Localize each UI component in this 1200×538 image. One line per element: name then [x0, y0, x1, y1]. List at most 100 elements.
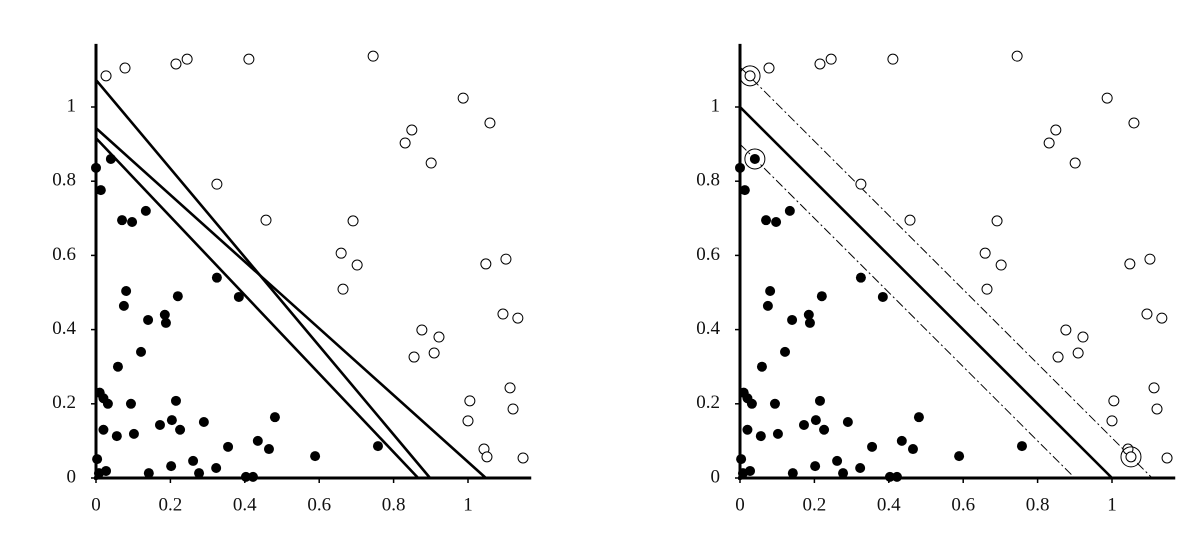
point	[1144, 253, 1156, 265]
point	[769, 398, 780, 409]
point	[745, 465, 756, 476]
point	[223, 441, 234, 452]
point	[1101, 92, 1113, 104]
x-tick-label: 1	[1107, 494, 1117, 515]
point	[119, 62, 131, 74]
point	[335, 247, 347, 259]
point	[211, 462, 222, 473]
point	[462, 415, 474, 427]
x-tick-label: 0.6	[951, 494, 975, 515]
point	[263, 444, 274, 455]
point	[804, 317, 815, 328]
point	[877, 291, 888, 302]
x-tick-label: 0.8	[1026, 494, 1050, 515]
point	[780, 346, 791, 357]
point	[913, 412, 924, 423]
point	[160, 317, 171, 328]
plot: 0 0.2 0.4 0.6 0.8 1 0 0.2 0.4 0.6 0.8 1	[696, 43, 1176, 515]
point	[428, 347, 440, 359]
point	[125, 398, 136, 409]
point	[154, 419, 165, 430]
point	[118, 300, 129, 311]
point	[243, 53, 255, 65]
point	[981, 283, 993, 295]
point	[481, 451, 493, 463]
x-tick-label: 0	[735, 494, 745, 515]
point	[842, 416, 853, 427]
point	[170, 58, 182, 70]
x-tick-label: 0.8	[382, 494, 406, 515]
point	[408, 351, 420, 363]
point	[181, 53, 193, 65]
point	[991, 215, 1003, 227]
point	[101, 465, 112, 476]
point	[112, 361, 123, 372]
point	[954, 451, 965, 462]
point	[351, 259, 363, 271]
point	[1106, 415, 1118, 427]
point	[755, 431, 766, 442]
support-ring	[1120, 446, 1142, 468]
point	[756, 361, 767, 372]
point	[810, 461, 821, 472]
point	[136, 346, 147, 357]
point	[1077, 331, 1089, 343]
point	[433, 331, 445, 343]
x-tick-label: 0.4	[233, 494, 257, 515]
y-tick-label: 0	[67, 466, 77, 487]
point	[399, 137, 411, 149]
point	[416, 324, 428, 336]
y-tick-label: 0.2	[52, 392, 76, 413]
point	[95, 185, 106, 196]
y-tick-label: 0.8	[696, 170, 720, 191]
point	[855, 178, 867, 190]
point	[761, 215, 772, 226]
point	[464, 395, 476, 407]
point	[140, 205, 151, 216]
point	[143, 468, 154, 479]
point	[175, 424, 186, 435]
y-tick-label: 0.6	[52, 244, 76, 265]
point	[816, 291, 827, 302]
point	[194, 468, 205, 479]
point	[102, 398, 113, 409]
point	[188, 455, 199, 466]
x-tick-label: 0	[91, 494, 101, 515]
point	[1016, 441, 1027, 452]
point	[128, 428, 139, 439]
point	[166, 415, 177, 426]
point	[855, 462, 866, 473]
point	[497, 308, 509, 320]
point	[198, 416, 209, 427]
point	[855, 272, 866, 283]
point	[457, 92, 469, 104]
point	[252, 435, 263, 446]
point	[233, 291, 244, 302]
y-tick-label: 0.2	[696, 392, 720, 413]
point	[170, 395, 181, 406]
point	[269, 412, 280, 423]
point	[372, 441, 383, 452]
point	[838, 468, 849, 479]
point	[1072, 347, 1084, 359]
point	[787, 314, 798, 325]
point	[742, 424, 753, 435]
point	[1161, 452, 1173, 464]
point	[172, 291, 183, 302]
point	[765, 286, 776, 297]
point	[810, 415, 821, 426]
point	[337, 283, 349, 295]
point	[762, 300, 773, 311]
x-tick-label: 1	[463, 494, 473, 515]
point	[143, 314, 154, 325]
point	[771, 217, 782, 228]
point	[819, 424, 830, 435]
point	[504, 382, 516, 394]
point	[904, 214, 916, 226]
point	[832, 455, 843, 466]
x-tick-label: 0.2	[803, 494, 827, 515]
point	[159, 309, 170, 320]
point	[887, 53, 899, 65]
point	[1052, 351, 1064, 363]
